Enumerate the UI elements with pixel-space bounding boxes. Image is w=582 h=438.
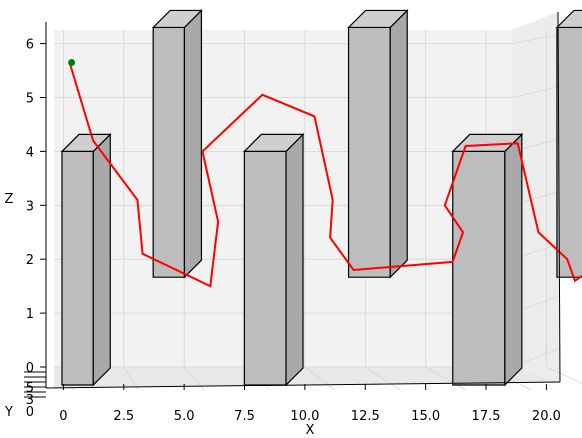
z-tick-label: 4 — [26, 145, 34, 160]
obstacle-top-face — [347, 9, 409, 29]
obstacle-side-face — [92, 132, 111, 387]
path-line — [68, 62, 582, 288]
x-tick-label: 0 — [59, 409, 67, 424]
side-grid-line — [511, 86, 559, 98]
side-grid-line — [511, 34, 559, 44]
z-tick-label: 1 — [26, 307, 34, 322]
obstacle-side-face — [389, 8, 408, 279]
z-tick-label: 6 — [26, 38, 34, 53]
floor-grid-line — [365, 366, 401, 391]
z-tick-label: 0 — [26, 361, 34, 376]
x-tick-label: 2.5 — [113, 409, 134, 424]
obstacle-top-face — [151, 9, 203, 29]
obstacle — [347, 8, 409, 279]
obstacle-side-face — [285, 132, 304, 387]
start-point — [68, 58, 76, 66]
z-axis-label: Z — [5, 192, 14, 207]
obstacle-front-face — [452, 150, 506, 386]
obstacle — [242, 132, 305, 387]
x-tick-label: 15.0 — [411, 409, 440, 424]
obstacle — [60, 132, 112, 387]
obstacles — [60, 8, 582, 387]
axes-layer: 0 2.5 5.0 7.5 10.0 12.5 15.0 17.5 20.0 X 0 1 2 3 4 5 6 Z 5… — [4, 11, 561, 438]
z-tick-label: 5 — [26, 92, 34, 107]
x-tick-label: 10.0 — [290, 409, 319, 424]
floor-grid-line — [425, 366, 466, 391]
floor-grid-line — [546, 366, 582, 384]
x-tick-label: 5.0 — [174, 409, 195, 424]
y-tick-label: 5 — [26, 381, 34, 396]
y-tick-label: 3 — [26, 393, 34, 408]
obstacle-top-face — [60, 133, 112, 152]
floor-pane — [54, 367, 560, 388]
obstacle-top-face — [451, 133, 524, 152]
obstacle — [451, 132, 524, 387]
obstacle-front-face — [243, 150, 287, 386]
z-tick-label: 3 — [26, 199, 34, 214]
obstacle-front-face — [152, 26, 186, 278]
obstacle-front-face — [556, 26, 582, 278]
y-tick-label: 0 — [26, 405, 34, 420]
z-tick-label: 2 — [26, 253, 34, 268]
path-layer — [68, 58, 582, 288]
obstacle-side-face — [183, 8, 203, 279]
x-tick-label: 17.5 — [472, 409, 501, 424]
floor-grid-line — [123, 366, 140, 391]
y-axis-label: Y — [4, 405, 13, 420]
floor-grid-line — [304, 366, 336, 391]
obstacle-top-face — [555, 9, 582, 29]
obstacle-front-face — [61, 150, 94, 386]
obstacle-side-face — [504, 132, 523, 387]
obstacle-top-face — [242, 133, 305, 152]
x-axis-line — [45, 381, 561, 389]
obstacle — [555, 9, 582, 278]
x-tick-label: 7.5 — [234, 409, 255, 424]
obstacle — [151, 8, 203, 279]
obstacle-front-face — [347, 26, 391, 278]
x-axis-label: X — [306, 423, 315, 438]
x-tick-label: 12.5 — [351, 409, 380, 424]
x-tick-label: 20.0 — [532, 409, 561, 424]
side-pane — [512, 12, 560, 382]
side-axis-line — [557, 11, 561, 383]
